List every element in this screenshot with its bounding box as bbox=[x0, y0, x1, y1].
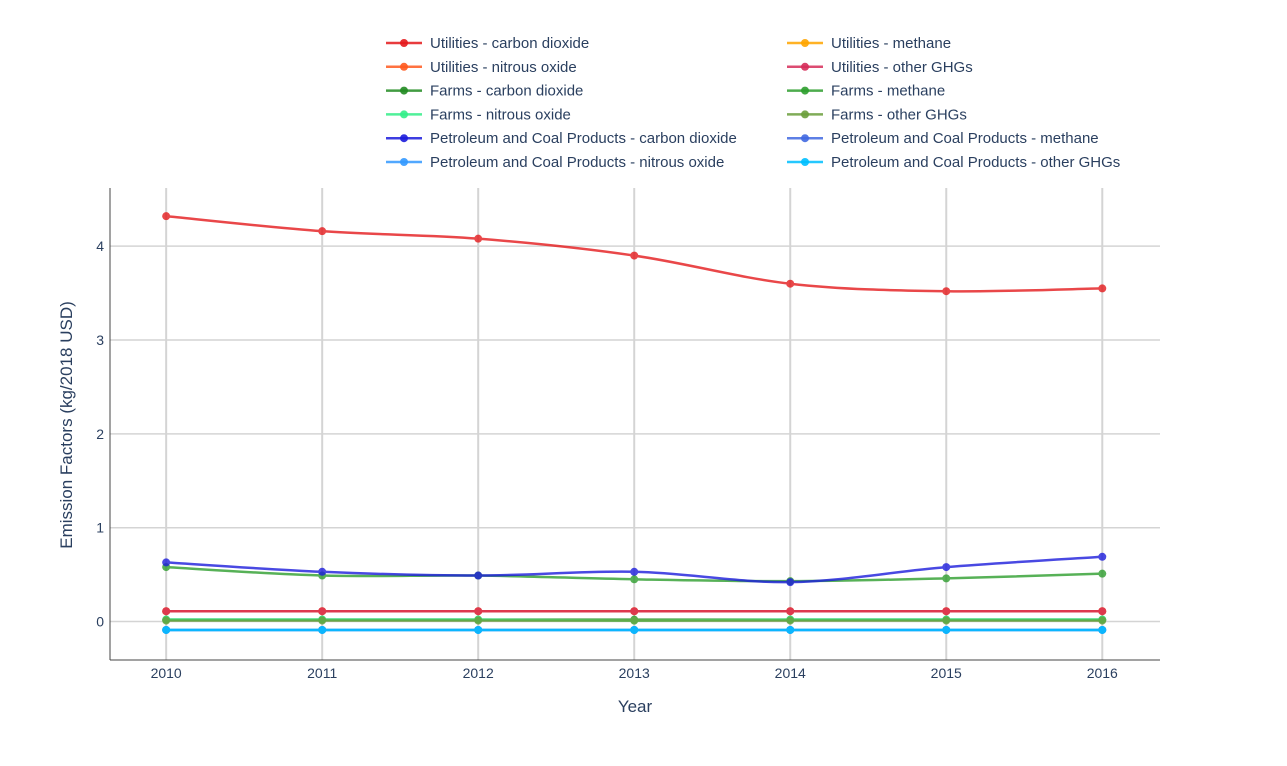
data-point bbox=[786, 616, 795, 625]
data-point bbox=[942, 287, 951, 296]
legend-marker bbox=[400, 62, 408, 71]
data-point bbox=[318, 607, 327, 616]
data-point bbox=[1098, 616, 1107, 625]
legend-marker bbox=[801, 62, 809, 71]
x-tick-label: 2010 bbox=[151, 665, 182, 681]
legend-label: Farms - methane bbox=[831, 83, 945, 100]
data-point bbox=[318, 567, 327, 576]
series-group bbox=[162, 552, 1107, 587]
grid-lines bbox=[110, 188, 1160, 660]
axes: 2010 2011 2012 2013 2014 2015 2016 0 1 2 3 4 bbox=[96, 188, 1160, 681]
series-group bbox=[162, 607, 1107, 616]
x-axis-title: Year bbox=[618, 697, 653, 716]
legend-marker bbox=[801, 158, 809, 166]
legend-item: Utilities - carbon dioxide bbox=[386, 35, 589, 52]
data-point bbox=[630, 616, 639, 625]
legend-item: Farms - carbon dioxide bbox=[386, 83, 583, 100]
data-point bbox=[630, 251, 639, 260]
legend-label: Farms - other GHGs bbox=[831, 106, 967, 123]
data-point bbox=[474, 571, 483, 580]
data-point bbox=[162, 625, 171, 634]
series-group bbox=[162, 616, 1107, 625]
data-point bbox=[786, 607, 795, 616]
y-tick-label: 1 bbox=[96, 520, 104, 536]
data-point bbox=[786, 279, 795, 288]
legend-label: Utilities - carbon dioxide bbox=[430, 35, 589, 52]
x-tick-label: 2014 bbox=[775, 665, 806, 681]
legend-item: Farms - other GHGs bbox=[787, 106, 967, 123]
legend-marker bbox=[400, 110, 408, 119]
legend-marker bbox=[801, 39, 809, 47]
legend-item: Petroleum and Coal Products - methane bbox=[787, 130, 1099, 147]
legend-item: Farms - methane bbox=[787, 83, 945, 100]
x-tick-label: 2015 bbox=[931, 665, 962, 681]
legend-item: Utilities - other GHGs bbox=[787, 59, 973, 76]
legend-label: Petroleum and Coal Products - other GHGs bbox=[831, 154, 1120, 171]
legend-item: Petroleum and Coal Products - nitrous ox… bbox=[386, 154, 724, 171]
legend: Utilities - carbon dioxide Utilities - me… bbox=[386, 35, 1120, 171]
series-group bbox=[162, 625, 1107, 634]
legend-label: Farms - carbon dioxide bbox=[430, 83, 583, 100]
data-point bbox=[942, 616, 951, 625]
legend-label: Utilities - nitrous oxide bbox=[430, 59, 577, 76]
data-point bbox=[786, 625, 795, 634]
y-tick-label: 3 bbox=[96, 332, 104, 348]
data-point bbox=[630, 575, 639, 584]
legend-label: Utilities - other GHGs bbox=[831, 59, 973, 76]
data-point bbox=[1098, 607, 1107, 616]
data-point bbox=[474, 607, 483, 616]
data-point bbox=[474, 234, 483, 243]
legend-marker bbox=[400, 86, 408, 95]
legend-item: Petroleum and Coal Products - other GHGs bbox=[787, 154, 1120, 171]
data-point bbox=[1098, 552, 1107, 561]
x-tick-label: 2016 bbox=[1087, 665, 1118, 681]
data-point bbox=[1098, 569, 1107, 578]
data-point bbox=[630, 567, 639, 576]
legend-label: Petroleum and Coal Products - nitrous ox… bbox=[430, 154, 724, 171]
legend-marker bbox=[801, 134, 809, 143]
legend-item: Utilities - nitrous oxide bbox=[386, 59, 577, 76]
data-point bbox=[942, 574, 951, 583]
data-point bbox=[630, 607, 639, 616]
y-tick-label: 0 bbox=[96, 614, 104, 630]
x-tick-label: 2012 bbox=[463, 665, 494, 681]
data-point bbox=[1098, 625, 1107, 634]
data-point bbox=[318, 625, 327, 634]
data-point bbox=[474, 616, 483, 625]
legend-marker bbox=[801, 110, 809, 119]
data-point bbox=[162, 616, 171, 625]
legend-item: Petroleum and Coal Products - carbon dio… bbox=[386, 130, 737, 147]
x-tick-label: 2011 bbox=[307, 665, 337, 681]
legend-item: Farms - nitrous oxide bbox=[386, 106, 571, 123]
data-point bbox=[786, 578, 795, 587]
data-point bbox=[162, 558, 171, 567]
y-axis-title: Emission Factors (kg/2018 USD) bbox=[57, 301, 76, 549]
data-point bbox=[318, 227, 327, 236]
legend-label: Petroleum and Coal Products - methane bbox=[831, 130, 1099, 147]
data-point bbox=[630, 625, 639, 634]
legend-label: Farms - nitrous oxide bbox=[430, 106, 571, 123]
legend-label: Utilities - methane bbox=[831, 35, 951, 52]
data-point bbox=[474, 625, 483, 634]
data-point bbox=[942, 625, 951, 634]
legend-marker bbox=[801, 86, 809, 95]
y-tick-label: 2 bbox=[96, 426, 104, 442]
data-point bbox=[1098, 284, 1107, 293]
series-group bbox=[162, 212, 1107, 296]
series-lines bbox=[162, 212, 1107, 634]
data-point bbox=[162, 607, 171, 616]
data-point bbox=[942, 607, 951, 616]
data-point bbox=[318, 616, 327, 625]
legend-marker bbox=[400, 158, 408, 166]
legend-item: Utilities - methane bbox=[787, 35, 951, 52]
legend-marker bbox=[400, 39, 408, 47]
x-tick-label: 2013 bbox=[619, 665, 650, 681]
data-point bbox=[942, 563, 951, 572]
y-tick-label: 4 bbox=[96, 238, 104, 254]
legend-marker bbox=[400, 134, 408, 143]
legend-label: Petroleum and Coal Products - carbon dio… bbox=[430, 130, 737, 147]
data-point bbox=[162, 212, 171, 221]
